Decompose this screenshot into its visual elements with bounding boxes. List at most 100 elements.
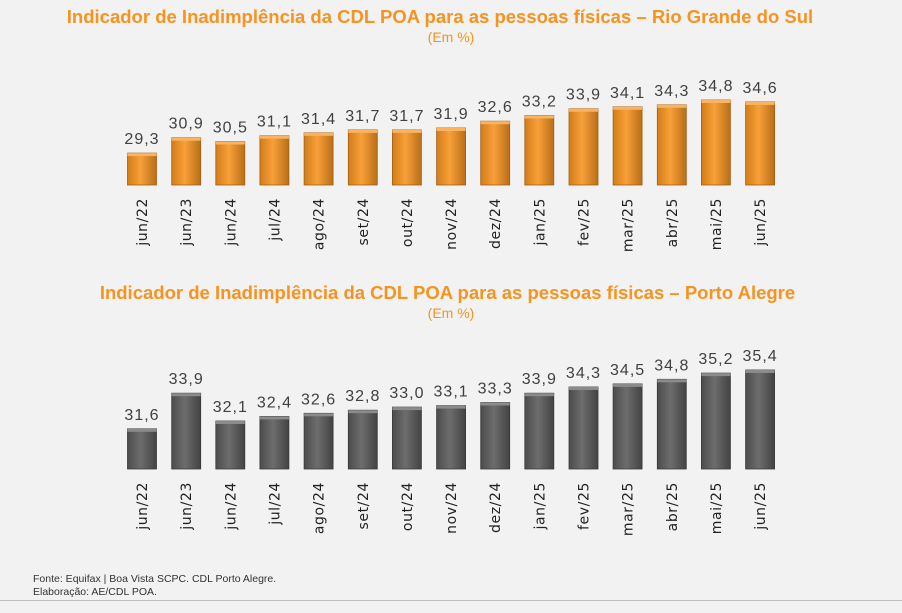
bar-top-highlight — [436, 128, 466, 131]
x-tick-label: jul/24 — [267, 482, 283, 526]
bar — [656, 378, 687, 470]
bar-group: 34,3 fev/25 — [566, 365, 601, 530]
x-tick-label: mai/25 — [709, 198, 725, 250]
bar-chart-plot: 31,6 jun/22 33,9 jun/23 32,1 jun/24 32,4 jul/24… — [124, 348, 778, 536]
bar — [436, 127, 467, 186]
bar — [745, 369, 775, 470]
bar-top-highlight — [745, 101, 775, 105]
bar-top-highlight — [745, 370, 775, 373]
data-label: 31,7 — [389, 108, 424, 125]
bar-top-highlight — [171, 137, 201, 141]
data-label: 31,9 — [434, 106, 469, 123]
bar-group: 34,8 mai/25 — [698, 78, 733, 250]
data-label: 33,3 — [478, 381, 513, 398]
x-tick-label: jan/25 — [532, 198, 548, 246]
x-tick-label: mai/25 — [709, 482, 725, 534]
bar — [524, 115, 555, 186]
chart-title: Indicador de Inadimplência da CDL POA pa… — [66, 6, 814, 27]
bar-group: 32,6 ago/24 — [301, 391, 336, 534]
bar-group: 31,6 jun/22 — [124, 407, 159, 531]
bar-top-highlight — [480, 402, 510, 406]
bar-top-highlight — [657, 104, 687, 108]
data-label: 34,3 — [654, 83, 689, 100]
bar — [215, 420, 246, 470]
bar — [303, 132, 334, 186]
data-label: 32,6 — [301, 391, 336, 408]
x-tick-label: jun/23 — [179, 482, 195, 531]
bar-group: 33,1 nov/24 — [434, 384, 468, 534]
bar — [480, 120, 511, 186]
bar-group: 32,6 dez/24 — [478, 99, 512, 249]
bar-group: 32,1 jun/24 — [213, 399, 248, 531]
bar-top-highlight — [171, 393, 201, 397]
bar — [127, 428, 157, 470]
bar-top-highlight — [569, 387, 598, 390]
bar-top-highlight — [480, 121, 510, 125]
chart-porto-alegre: Indicador de Inadimplência da CDL POA pa… — [0, 282, 902, 552]
bar — [215, 141, 246, 186]
bar-group: 32,4 jul/24 — [257, 394, 291, 526]
bar-top-highlight — [259, 416, 289, 420]
bar-group: 30,9 jun/23 — [169, 116, 204, 247]
bar-group: 34,6 jun/25 — [743, 80, 777, 247]
bar-group: 29,3 jun/22 — [124, 131, 158, 247]
bar-top-highlight — [348, 410, 378, 414]
bar-top-highlight — [524, 115, 554, 119]
bar-group: 35,4 jun/25 — [743, 348, 778, 531]
bar-group: 33,9 fev/25 — [566, 87, 600, 246]
bar-top-highlight — [524, 393, 554, 397]
x-tick-label: set/24 — [356, 482, 372, 530]
x-tick-label: jan/25 — [532, 482, 548, 530]
bar — [347, 409, 378, 470]
bar-top-highlight — [701, 373, 731, 377]
data-label: 34,1 — [610, 85, 645, 102]
data-label: 34,5 — [610, 362, 645, 379]
bar-group: 31,9 nov/24 — [434, 106, 469, 250]
bar-top-highlight — [657, 379, 687, 383]
x-tick-label: jun/24 — [223, 198, 239, 247]
bar-top-highlight — [127, 153, 157, 157]
bar-group: 33,2 jan/25 — [522, 94, 557, 247]
bar — [745, 101, 775, 186]
bar — [568, 108, 599, 186]
bar-top-highlight — [127, 428, 157, 432]
credit-note: Elaboração: AE/CDL POA. — [33, 586, 157, 598]
bar-group: 33,9 jan/25 — [522, 371, 556, 530]
data-label: 35,2 — [698, 351, 733, 368]
bar — [612, 383, 643, 470]
x-tick-label: mar/25 — [621, 482, 637, 536]
bar-chart-plot: 29,3 jun/22 30,9 jun/23 30,5 jun/24 31,1 jul/24… — [124, 78, 777, 252]
bar — [701, 372, 731, 470]
data-label: 32,1 — [213, 399, 248, 416]
bar-group: 33,3 dez/24 — [478, 381, 513, 533]
bar-group: 35,2 mai/25 — [698, 351, 733, 534]
bar-top-highlight — [392, 407, 422, 411]
chart-subtitle: (Em %) — [427, 29, 475, 45]
bar — [259, 135, 290, 186]
x-tick-label: jun/25 — [753, 198, 769, 247]
bar-group: 31,7 set/24 — [345, 108, 380, 246]
x-tick-label: set/24 — [356, 198, 372, 246]
bar — [391, 406, 422, 470]
data-label: 33,2 — [522, 94, 557, 111]
data-label: 34,8 — [698, 78, 733, 95]
x-tick-label: out/24 — [400, 198, 416, 247]
chart-subtitle: (Em %) — [427, 305, 475, 321]
bar-top-highlight — [392, 129, 422, 133]
data-label: 31,7 — [345, 108, 380, 125]
bar-group: 34,8 abr/25 — [654, 357, 688, 531]
bar — [701, 99, 731, 186]
chart-rio-grande-do-sul: Indicador de Inadimplência da CDL POA pa… — [0, 6, 902, 276]
data-label: 34,3 — [566, 365, 601, 382]
data-label: 30,9 — [169, 116, 204, 133]
data-label: 31,6 — [124, 407, 159, 424]
bar-top-highlight — [304, 132, 334, 136]
x-tick-label: ago/24 — [312, 198, 328, 250]
x-tick-label: jun/22 — [135, 482, 151, 531]
bar-group: 33,0 out/24 — [389, 385, 423, 531]
x-tick-label: jun/23 — [179, 198, 195, 247]
bar-top-highlight — [613, 106, 643, 110]
bar-top-highlight — [215, 141, 245, 145]
bar — [480, 402, 511, 470]
data-label: 35,4 — [743, 348, 778, 365]
